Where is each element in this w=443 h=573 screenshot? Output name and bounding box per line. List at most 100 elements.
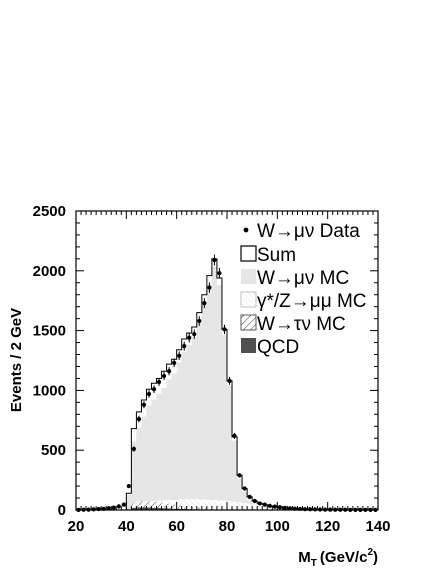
wtaunu-mc-bar [196, 507, 202, 510]
data-points [76, 254, 378, 512]
data-point [172, 360, 177, 365]
data-point [247, 494, 252, 499]
wtaunu-mc-bar [186, 506, 192, 510]
x-tick-label: 60 [168, 518, 185, 535]
zmumu-mc-bar [186, 498, 192, 510]
wmunu-mc-bar [231, 440, 238, 511]
legend-swatch-wtaunu [240, 314, 257, 331]
wmunu-mc-bar [186, 344, 192, 511]
data-point [187, 335, 192, 340]
qcd-bar [141, 507, 147, 510]
wmunu-mc-bar [151, 399, 157, 511]
wtaunu-mc-bar [151, 501, 157, 510]
wmunu-mc-bar [211, 267, 218, 511]
wmunu-mc-bar [176, 362, 182, 511]
x-tick-label: 20 [68, 518, 85, 535]
data-point [146, 391, 152, 397]
legend-marker-data [243, 227, 249, 233]
wmunu-mc-bar [136, 427, 142, 511]
data-point [111, 505, 116, 510]
qcd-bar [151, 507, 157, 510]
legend-label-qcd: QCD [257, 337, 299, 358]
data-point [106, 506, 111, 511]
zmumu-mc-bar [242, 503, 248, 510]
zmumu-mc-bar [257, 505, 263, 510]
zmumu-mc-bar [232, 501, 238, 510]
wtaunu-mc-bar [146, 501, 152, 510]
wmunu-mc-bar [166, 379, 172, 511]
data-point [267, 503, 272, 508]
zmumu-mc-bar [262, 505, 268, 510]
data-point [156, 379, 162, 385]
legend: W→μν Data Sum W→μν MC γ*/Z→μμ MC W→τν MC… [240, 221, 367, 358]
data-point [136, 417, 142, 422]
wtaunu-mc-bar [191, 507, 197, 510]
y-tick-label: 1500 [33, 323, 66, 340]
wmunu-mc-bar [196, 323, 202, 511]
wmunu-mc-bar [191, 337, 197, 511]
legend-label-wtaunu: W→τν MC [257, 314, 346, 335]
data-point [197, 318, 202, 324]
y-tick-label: 1000 [33, 382, 66, 399]
wmunu-mc-bar [156, 393, 162, 511]
data-point [207, 285, 212, 290]
data-point [232, 433, 237, 438]
data-point [192, 332, 197, 337]
qcd-bar [131, 507, 137, 510]
data-point [277, 505, 282, 510]
legend-swatch-qcd [241, 338, 256, 353]
zmumu-mc-bar [247, 503, 253, 510]
legend-swatch-sum [240, 245, 257, 262]
data-point [212, 257, 217, 263]
data-point [131, 446, 136, 452]
legend-label-wmunu: W→μν MC [257, 268, 349, 289]
data-point [141, 402, 147, 407]
zmumu-mc-bar [227, 501, 233, 510]
qcd-bar [161, 508, 167, 510]
x-tick-label: 120 [315, 518, 340, 535]
legend-label-sum: Sum [257, 245, 296, 266]
data-point [177, 353, 182, 358]
data-point [182, 344, 187, 349]
wtaunu-mc-bar [201, 508, 207, 510]
wmunu-mc-bar [226, 385, 233, 511]
zmumu-mc-bar [237, 502, 243, 510]
data-point [287, 506, 293, 511]
wmunu-mc-bar [201, 304, 208, 511]
legend-label-zmumu: γ*/Z→μμ MC [257, 291, 367, 312]
wmunu-mc-bar [206, 285, 213, 511]
wtaunu-mc-bar [136, 501, 142, 510]
y-axis-title: Events / 2 GeV [8, 308, 25, 412]
zmumu-mc-bar [206, 499, 212, 510]
x-tick-label: 100 [265, 518, 290, 535]
wmunu-mc-bar [141, 416, 147, 511]
legend-swatch-wmunu [241, 269, 256, 284]
zmumu-mc-bar [267, 506, 273, 510]
y-tick-label: 2000 [33, 263, 66, 280]
wmunu-mc-bar [221, 335, 228, 511]
data-point [272, 504, 277, 509]
x-axis-title: MT (GeV/c2) [298, 547, 378, 569]
zmumu-mc-bar [181, 499, 187, 510]
x-tick-label: 140 [365, 518, 390, 535]
x-tick-label: 80 [219, 518, 236, 535]
data-point [262, 502, 267, 507]
wtaunu-mc-bars [126, 501, 238, 510]
axis-ticks [75, 210, 379, 511]
wtaunu-mc-bar [161, 503, 167, 510]
wmunu-mc-bar [131, 441, 137, 511]
qcd-bar [146, 507, 152, 510]
data-point [257, 501, 262, 506]
data-point [217, 271, 222, 276]
wmunu-mc-bar [126, 494, 132, 511]
zmumu-mc-bar [176, 499, 182, 510]
qcd-bar [136, 507, 142, 510]
wtaunu-mc-bar [131, 503, 137, 510]
zmumu-mc-bar [216, 500, 222, 510]
data-point [151, 387, 157, 392]
wtaunu-mc-bar [176, 505, 182, 510]
data-point [242, 486, 247, 491]
data-point [202, 300, 207, 306]
data-point [161, 373, 167, 379]
